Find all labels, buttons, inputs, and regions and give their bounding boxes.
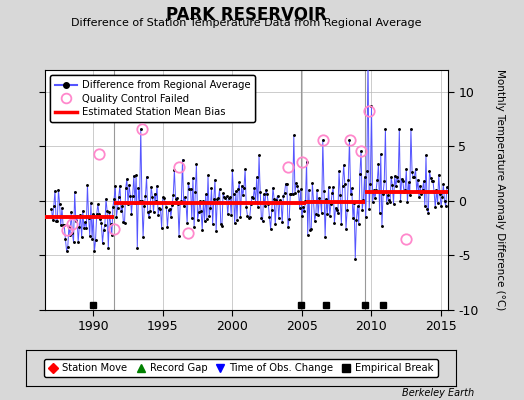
Text: PARK RESERVOIR: PARK RESERVOIR bbox=[166, 6, 327, 24]
Legend: Station Move, Record Gap, Time of Obs. Change, Empirical Break: Station Move, Record Gap, Time of Obs. C… bbox=[45, 359, 438, 377]
Legend: Difference from Regional Average, Quality Control Failed, Estimated Station Mean: Difference from Regional Average, Qualit… bbox=[50, 75, 255, 122]
Text: Difference of Station Temperature Data from Regional Average: Difference of Station Temperature Data f… bbox=[71, 18, 421, 28]
Y-axis label: Monthly Temperature Anomaly Difference (°C): Monthly Temperature Anomaly Difference (… bbox=[496, 69, 506, 311]
Text: Berkeley Earth: Berkeley Earth bbox=[402, 388, 474, 398]
